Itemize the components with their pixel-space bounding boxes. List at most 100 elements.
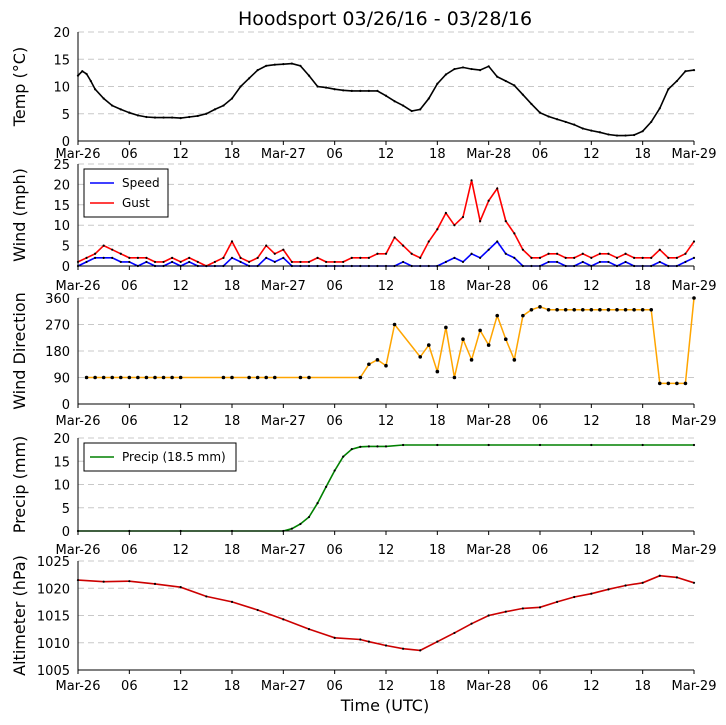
data-point xyxy=(84,375,89,380)
data-point xyxy=(675,256,678,259)
data-point xyxy=(470,179,473,182)
data-point xyxy=(444,325,448,330)
x-tick-label: Mar-27 xyxy=(261,679,306,694)
data-point xyxy=(111,256,114,259)
data-point xyxy=(666,381,671,386)
data-point xyxy=(607,260,610,264)
data-point xyxy=(393,236,396,239)
x-tick-label: 18 xyxy=(634,279,651,294)
x-tick-label: 06 xyxy=(326,414,343,429)
legend-label: Speed xyxy=(122,176,160,190)
data-point xyxy=(538,305,542,309)
data-point xyxy=(316,256,319,259)
data-point xyxy=(538,256,542,259)
x-axis-label: Time (UTC) xyxy=(340,696,429,715)
data-point xyxy=(521,607,524,610)
data-point xyxy=(94,256,97,259)
panel-3: 0 90 180 270 360 Wind Direction Mar-26 06 12 18 Ma… xyxy=(10,292,716,429)
data-point xyxy=(230,600,234,603)
x-tick-label: 18 xyxy=(429,543,446,558)
data-point xyxy=(479,69,482,72)
data-point xyxy=(128,580,131,583)
data-point xyxy=(615,256,619,259)
data-point xyxy=(641,581,644,584)
data-point xyxy=(102,97,105,100)
data-point xyxy=(573,123,576,126)
data-point xyxy=(496,240,499,243)
x-tick-label: 18 xyxy=(429,279,446,294)
data-point xyxy=(487,65,490,68)
data-point xyxy=(316,502,319,505)
data-point xyxy=(402,244,405,247)
data-point xyxy=(384,644,388,647)
data-point xyxy=(384,445,388,448)
data-point xyxy=(556,600,559,603)
data-point xyxy=(307,628,311,631)
data-point xyxy=(299,522,302,526)
y-tick-label: 5 xyxy=(62,502,70,517)
data-point xyxy=(94,88,97,91)
y-tick-label: 15 xyxy=(53,455,70,470)
data-point xyxy=(563,307,568,312)
x-tick-label: Mar-26 xyxy=(56,679,101,694)
data-point xyxy=(461,66,465,69)
y-tick-label: 20 xyxy=(53,432,70,447)
data-point xyxy=(486,343,491,347)
data-point xyxy=(564,120,567,124)
data-point xyxy=(573,256,576,259)
data-point xyxy=(350,448,353,451)
data-point xyxy=(333,469,336,472)
series-line-0 xyxy=(77,62,695,137)
y-tick-label: 0 xyxy=(62,260,70,275)
x-tick-label: 06 xyxy=(121,679,138,694)
data-point xyxy=(495,313,500,318)
y-tick-label: 5 xyxy=(62,108,70,123)
data-point xyxy=(358,375,363,380)
y-tick-label: 1015 xyxy=(37,610,70,625)
y-tick-label: 0 xyxy=(62,398,70,413)
data-point xyxy=(170,375,174,380)
data-point xyxy=(606,307,611,312)
y-tick-label: 15 xyxy=(53,199,70,214)
data-point xyxy=(410,109,413,113)
data-point xyxy=(479,256,482,259)
data-point xyxy=(436,82,439,85)
x-tick-label: Mar-26 xyxy=(56,279,101,294)
data-point xyxy=(538,606,542,609)
data-point xyxy=(675,79,678,83)
x-tick-label: 12 xyxy=(172,543,189,558)
x-tick-label: 18 xyxy=(224,679,241,694)
data-point xyxy=(239,260,242,264)
data-point xyxy=(162,260,165,264)
series-line-0 xyxy=(77,574,695,652)
data-point xyxy=(367,256,370,259)
chart-title: Hoodsport 03/26/16 - 03/28/16 xyxy=(238,8,532,30)
data-point xyxy=(496,75,499,78)
x-tick-label: 12 xyxy=(583,414,600,429)
y-tick-label: 25 xyxy=(53,158,70,173)
data-point xyxy=(265,256,268,259)
data-point xyxy=(564,256,567,259)
data-point xyxy=(393,100,396,103)
data-point xyxy=(111,248,114,251)
data-point xyxy=(683,381,688,386)
data-point xyxy=(282,248,285,251)
data-point xyxy=(102,256,105,259)
y-tick-label: 0 xyxy=(62,525,70,540)
data-point xyxy=(419,108,422,111)
data-point xyxy=(461,260,465,264)
data-point xyxy=(316,85,319,88)
x-tick-label: 12 xyxy=(172,414,189,429)
x-tick-label: 06 xyxy=(326,279,343,294)
data-point xyxy=(530,102,533,106)
data-point xyxy=(590,256,593,259)
x-tick-label: Mar-28 xyxy=(466,543,511,558)
data-point xyxy=(624,252,627,255)
data-point xyxy=(633,133,636,137)
x-tick-label: 12 xyxy=(378,279,395,294)
x-tick-label: 18 xyxy=(634,679,651,694)
x-tick-label: 12 xyxy=(378,147,395,162)
data-point xyxy=(504,79,507,83)
x-tick-label: Mar-28 xyxy=(466,147,511,162)
data-point xyxy=(290,62,293,65)
